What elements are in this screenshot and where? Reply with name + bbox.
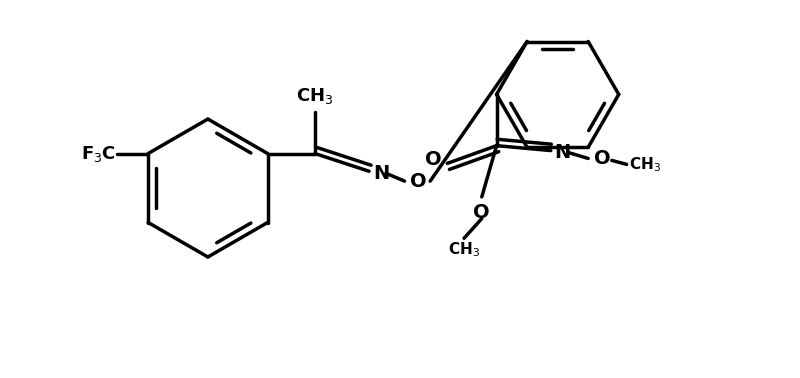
Text: O: O: [410, 172, 427, 191]
Text: CH$_3$: CH$_3$: [629, 155, 661, 174]
Text: O: O: [594, 149, 610, 168]
Text: N: N: [554, 143, 571, 162]
Text: O: O: [425, 150, 442, 169]
Text: O: O: [474, 203, 490, 222]
Text: CH$_3$: CH$_3$: [448, 240, 480, 259]
Text: N: N: [373, 164, 390, 183]
Text: CH$_3$: CH$_3$: [296, 86, 334, 106]
Text: F$_3$C: F$_3$C: [81, 144, 116, 164]
